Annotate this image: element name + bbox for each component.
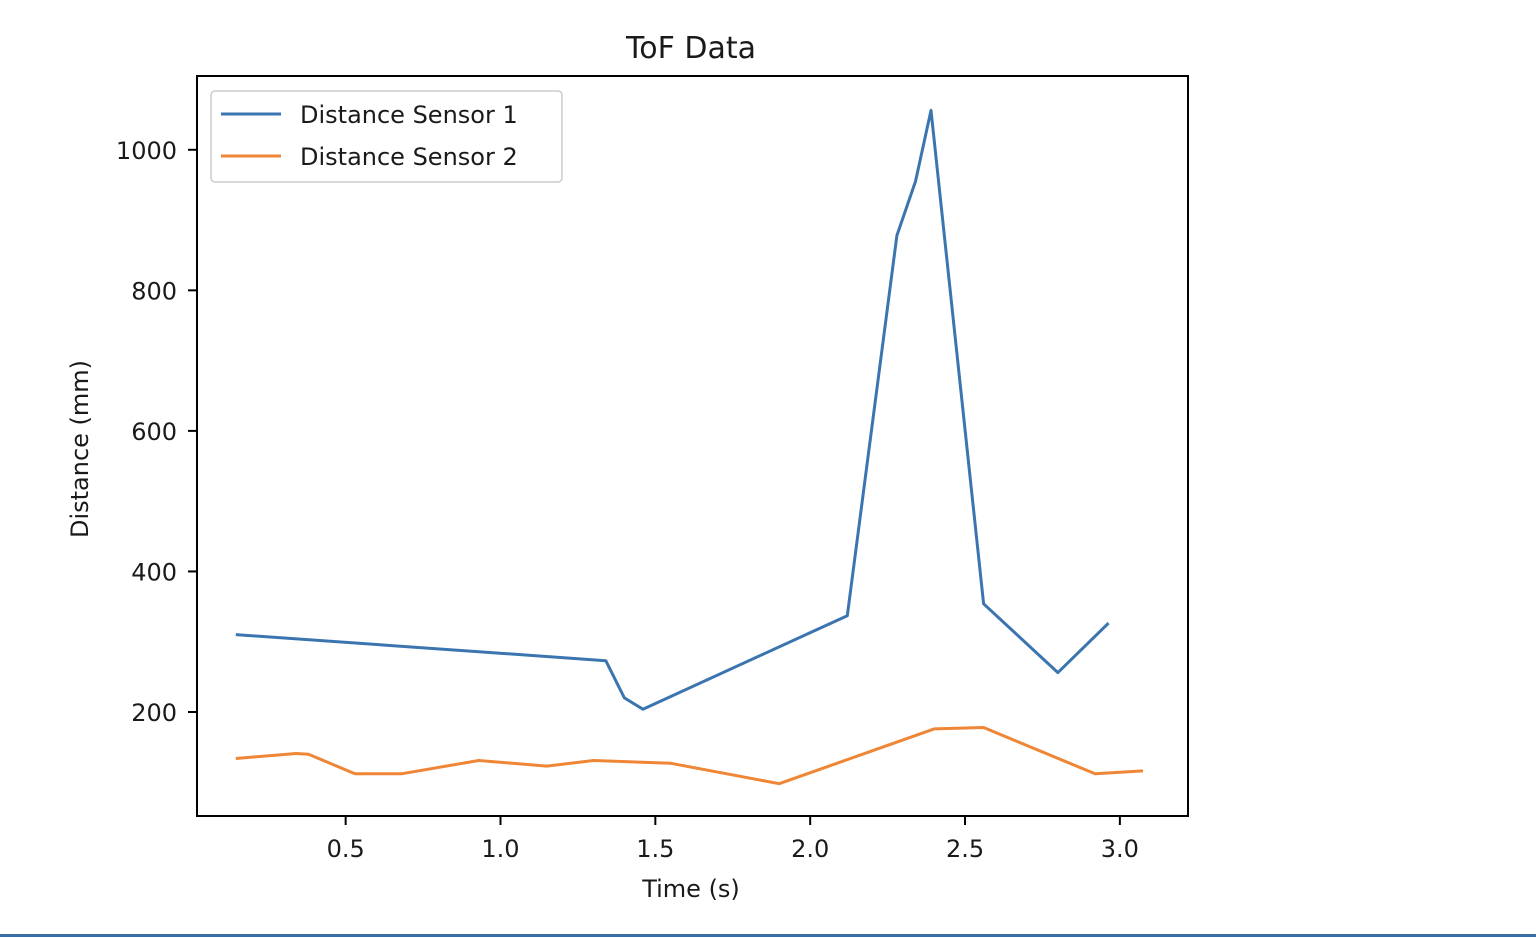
series-line-sensor-2 [235, 726, 1144, 786]
y-axis-label: Distance (mm) [66, 360, 94, 538]
legend-box [210, 90, 563, 183]
x-tick-label: 2.0 [791, 835, 829, 863]
series-layer [235, 108, 1144, 786]
legend-label-sensor-2: Distance Sensor 2 [300, 143, 518, 171]
y-tick-label: 200 [131, 699, 177, 727]
plot-frame [196, 75, 1189, 817]
chart-title: ToF Data [625, 31, 756, 66]
x-axis: 0.5 1.0 1.5 2.0 2.5 3.0 [327, 816, 1139, 863]
x-axis-label: Time (s) [641, 875, 740, 903]
x-tick-label: 1.5 [636, 835, 674, 863]
series-line-sensor-1 [235, 108, 1110, 711]
x-tick-label: 0.5 [327, 835, 365, 863]
y-tick-label: 1000 [116, 137, 177, 165]
bottom-border [0, 934, 1536, 937]
y-tick-label: 400 [131, 558, 177, 586]
x-tick-label: 1.0 [481, 835, 519, 863]
x-tick-label: 3.0 [1101, 835, 1139, 863]
y-tick-label: 800 [131, 277, 177, 305]
y-tick-label: 600 [131, 418, 177, 446]
legend: Distance Sensor 1 Distance Sensor 2 [210, 90, 563, 183]
x-tick-label: 2.5 [946, 835, 984, 863]
y-axis: 200 400 600 800 1000 [116, 137, 197, 727]
legend-label-sensor-1: Distance Sensor 1 [300, 101, 518, 129]
